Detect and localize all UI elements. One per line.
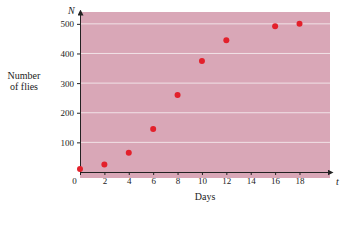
y-tick-label: 400	[61, 49, 75, 59]
x-tick-mark	[129, 172, 130, 175]
y-axis-symbol: N	[67, 5, 76, 16]
x-tick-mark	[300, 172, 301, 175]
point	[272, 23, 278, 29]
y-tick-label: 200	[61, 108, 75, 118]
x-tick-label: 16	[271, 176, 281, 186]
y-axis-title-line: of flies	[10, 81, 38, 92]
x-axis-line	[81, 172, 331, 173]
x-tick-label: 10	[198, 176, 208, 186]
x-tick-mark	[104, 172, 105, 175]
y-axis-title-line: Number	[8, 70, 41, 81]
x-tick-mark	[251, 172, 252, 175]
x-tick-mark	[275, 172, 276, 175]
grid-line	[80, 53, 330, 54]
x-tick: 16	[271, 172, 281, 186]
y-tick: 100	[61, 138, 81, 148]
y-axis: 100 200 300 400 500	[61, 13, 81, 173]
y-tick-label: 100	[61, 138, 75, 148]
x-tick-mark	[178, 172, 179, 175]
x-tick-label: 18	[296, 176, 306, 186]
y-tick: 300	[61, 78, 81, 88]
x-tick: 8	[176, 172, 181, 186]
plot-background	[80, 12, 330, 178]
x-tick: 14	[247, 172, 256, 186]
point	[297, 21, 303, 27]
x-tick: 4	[127, 172, 132, 186]
grid-line	[80, 142, 330, 143]
x-tick-label: 6	[151, 176, 156, 186]
y-tick-mark	[77, 24, 80, 25]
points	[77, 21, 303, 172]
x-tick: 18	[296, 172, 306, 186]
grid-line	[80, 83, 330, 84]
plot: 0 2 4 6 8 10 12 14 16 18 100 200 300 400 500	[61, 12, 331, 186]
y-tick-label: 500	[61, 19, 75, 29]
y-axis-title: Numberof flies	[8, 70, 41, 92]
x-tick: 12	[222, 172, 231, 186]
x-tick-label: 8	[176, 176, 181, 186]
x-tick: 10	[198, 172, 208, 186]
grid-line	[80, 112, 330, 113]
x-tick-mark	[202, 172, 203, 175]
y-tick: 400	[61, 49, 81, 59]
x-axis-title: Days	[195, 191, 216, 202]
x-tick-mark	[226, 172, 227, 175]
x-tick-mark	[153, 172, 154, 175]
x-tick-label: 0	[72, 176, 77, 186]
grid	[80, 24, 330, 143]
x-axis: 0 2 4 6 8 10 12 14 16 18	[72, 172, 330, 186]
point	[223, 37, 229, 43]
point	[175, 92, 181, 98]
y-tick-mark	[77, 83, 80, 84]
x-axis-symbol: t	[336, 176, 339, 187]
y-tick-mark	[77, 53, 80, 54]
chart: 0 2 4 6 8 10 12 14 16 18 100 200 300 400 500 Days Number…	[0, 0, 364, 227]
x-tick: 2	[103, 172, 108, 186]
y-tick: 200	[61, 108, 81, 118]
x-tick-label: 14	[247, 176, 256, 186]
grid-line	[80, 23, 330, 24]
y-tick-label: 300	[61, 78, 75, 88]
y-axis-line	[80, 13, 81, 173]
x-tick: 6	[151, 172, 156, 186]
x-tick-label: 4	[127, 176, 132, 186]
y-tick: 500	[61, 19, 81, 29]
point	[101, 162, 107, 168]
x-tick-label: 2	[103, 176, 108, 186]
point	[199, 58, 205, 64]
x-tick-label: 12	[222, 176, 231, 186]
y-tick-mark	[77, 142, 80, 143]
y-tick-mark	[77, 113, 80, 114]
point	[150, 126, 156, 132]
x-tick: 0	[72, 172, 80, 186]
point	[126, 150, 132, 156]
point	[77, 166, 83, 172]
